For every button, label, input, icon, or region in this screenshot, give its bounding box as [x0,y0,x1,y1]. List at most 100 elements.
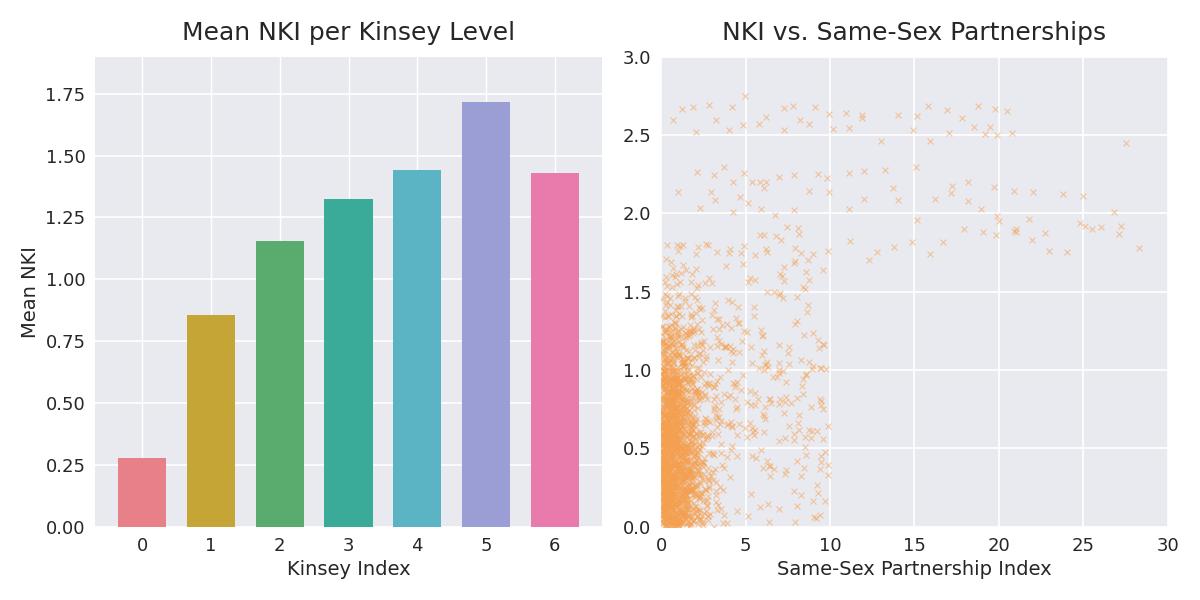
Point [704,394,724,404]
Point [673,466,692,475]
Point [667,465,686,475]
Point [674,368,694,378]
Point [661,403,680,413]
Point [664,471,683,481]
Point [704,522,724,532]
Point [658,403,677,413]
Point [664,470,683,479]
Point [655,353,674,363]
Point [659,341,678,351]
Point [660,434,679,444]
Point [656,505,676,515]
Point [666,483,685,493]
Point [655,485,674,495]
Point [689,395,708,404]
Point [653,457,672,467]
Point [658,427,677,436]
Point [854,166,874,176]
Point [686,455,706,465]
Point [655,473,674,483]
Point [1020,214,1039,224]
Point [692,388,712,397]
Point [654,411,673,421]
Point [652,446,671,456]
Point [660,489,679,499]
Point [664,490,683,500]
Point [655,346,674,355]
Point [815,496,834,506]
Point [758,362,778,372]
Point [692,461,712,470]
Point [730,319,749,328]
Point [660,409,679,419]
Point [660,459,679,469]
Point [698,380,718,389]
Point [682,518,701,527]
Point [655,449,674,458]
Point [664,421,683,430]
Point [671,427,690,437]
Point [817,173,836,182]
Point [665,458,684,467]
Point [678,455,697,465]
Point [688,455,707,465]
Point [652,479,671,488]
Point [654,357,673,367]
Point [677,331,696,340]
Point [660,430,679,440]
Point [664,431,683,441]
Point [652,505,671,514]
Point [1007,227,1026,236]
Point [656,520,676,529]
Point [666,439,685,449]
Point [661,422,680,432]
Point [659,412,678,421]
Point [673,385,692,394]
Point [666,520,685,529]
Point [679,464,698,474]
Point [698,416,718,426]
Point [690,506,709,516]
Point [656,398,676,407]
Point [662,332,682,342]
Point [665,500,684,509]
Point [664,464,683,474]
Point [694,517,713,527]
Point [655,324,674,334]
Point [688,460,707,470]
Point [1073,191,1092,201]
Point [682,377,701,386]
Point [654,513,673,523]
Point [671,459,690,469]
Point [664,441,683,451]
Point [673,361,692,371]
Point [665,339,684,349]
Point [686,502,706,512]
Point [656,446,676,455]
Point [679,494,698,504]
Point [700,100,719,110]
Point [668,388,688,397]
Point [670,496,689,506]
Point [680,486,700,496]
Point [805,512,824,521]
Point [678,416,697,425]
Point [662,475,682,485]
Point [672,511,691,521]
Point [659,400,678,410]
Point [673,415,692,425]
Point [673,508,692,517]
Point [659,362,678,372]
Point [662,480,682,490]
Point [1004,226,1024,235]
Point [661,466,680,475]
Point [667,402,686,412]
Point [738,278,757,287]
Point [659,495,678,505]
Point [672,470,691,480]
Point [971,205,990,214]
Point [697,431,716,440]
Point [661,491,680,501]
Point [713,518,732,527]
Point [664,366,683,376]
